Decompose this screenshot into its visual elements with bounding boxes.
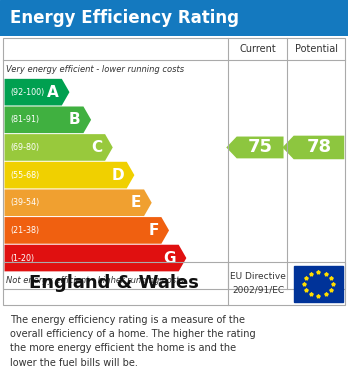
Polygon shape (5, 217, 169, 244)
Text: Very energy efficient - lower running costs: Very energy efficient - lower running co… (6, 65, 184, 74)
Text: 75: 75 (248, 138, 272, 156)
Text: F: F (148, 223, 159, 238)
Text: (81-91): (81-91) (11, 115, 40, 124)
Polygon shape (226, 136, 284, 158)
Text: E: E (131, 195, 141, 210)
Text: (21-38): (21-38) (11, 226, 40, 235)
Text: B: B (69, 112, 81, 127)
Bar (294, 266, 343, 302)
Polygon shape (5, 79, 70, 106)
Text: Current: Current (239, 44, 276, 54)
Text: D: D (111, 168, 124, 183)
Text: (55-68): (55-68) (11, 170, 40, 179)
Text: (1-20): (1-20) (11, 253, 35, 262)
Polygon shape (283, 136, 344, 159)
Polygon shape (5, 162, 134, 188)
Text: G: G (164, 251, 176, 265)
Text: EU Directive: EU Directive (230, 272, 286, 281)
Text: The energy efficiency rating is a measure of the
overall efficiency of a home. T: The energy efficiency rating is a measur… (10, 315, 256, 368)
Polygon shape (5, 245, 186, 271)
Text: A: A (47, 85, 59, 100)
Text: (92-100): (92-100) (11, 88, 45, 97)
Text: (39-54): (39-54) (11, 198, 40, 207)
Polygon shape (5, 134, 113, 161)
Text: Not energy efficient - higher running costs: Not energy efficient - higher running co… (6, 276, 184, 285)
Text: (69-80): (69-80) (11, 143, 40, 152)
Text: 2002/91/EC: 2002/91/EC (232, 285, 284, 294)
Text: England & Wales: England & Wales (29, 274, 199, 292)
Text: Potential: Potential (295, 44, 338, 54)
Polygon shape (5, 106, 91, 133)
Text: C: C (91, 140, 102, 155)
Text: Energy Efficiency Rating: Energy Efficiency Rating (10, 9, 239, 27)
Polygon shape (5, 189, 152, 216)
Text: 78: 78 (307, 138, 332, 156)
